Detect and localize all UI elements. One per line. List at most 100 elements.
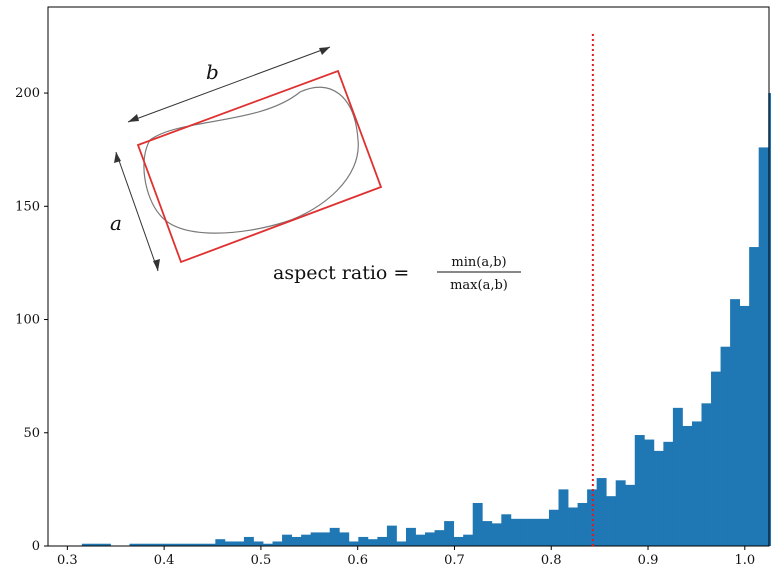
axes xyxy=(47,6,770,547)
plot-frame xyxy=(47,6,770,547)
histogram-bar xyxy=(91,543,102,546)
y-tick-label: 50 xyxy=(23,426,40,441)
formula-left: aspect ratio = xyxy=(273,262,409,284)
histogram-bar xyxy=(577,502,588,546)
histogram-bar xyxy=(463,534,474,546)
aspect-ratio-formula: aspect ratio = min(a,b) max(a,b) xyxy=(273,255,521,293)
histogram-bar xyxy=(196,543,207,546)
histogram-bar xyxy=(367,539,378,546)
y-tick-label: 200 xyxy=(15,86,40,101)
histogram-bar xyxy=(139,543,150,546)
y-tick-label: 100 xyxy=(15,313,40,328)
arrow-b-head-right xyxy=(319,47,330,55)
blob-shape xyxy=(143,86,359,234)
arrow-a-head-top xyxy=(114,152,121,163)
histogram-bar xyxy=(472,502,483,546)
histogram-bar xyxy=(768,93,771,546)
histogram-bar xyxy=(329,527,340,546)
histogram-bar xyxy=(177,543,188,546)
histogram-bar xyxy=(596,478,607,546)
histogram-bar xyxy=(320,532,331,546)
histogram-bar xyxy=(539,518,550,546)
histogram-bar xyxy=(262,543,273,546)
histogram-bar xyxy=(434,530,445,546)
histogram-bar xyxy=(625,484,636,546)
x-tick-label: 0.4 xyxy=(154,553,175,568)
x-tick-label: 0.3 xyxy=(57,553,78,568)
x-tick-label: 0.6 xyxy=(347,553,368,568)
histogram-bar xyxy=(425,532,435,546)
histogram-bar xyxy=(482,521,493,546)
histogram-bar xyxy=(682,425,693,546)
histogram-bar xyxy=(758,147,769,547)
arrow-a xyxy=(115,151,159,272)
histogram-bar xyxy=(568,507,578,546)
x-tick-label: 0.5 xyxy=(251,553,272,568)
arrow-a-head-bottom xyxy=(153,259,160,271)
histogram-bar xyxy=(415,534,426,546)
histogram-bar xyxy=(405,527,416,546)
histogram-bar xyxy=(672,407,683,546)
formula-numerator: min(a,b) xyxy=(451,255,506,270)
histogram-bar xyxy=(81,543,92,546)
histogram-bar xyxy=(653,450,664,546)
histogram-bar xyxy=(100,543,111,546)
arrow-b-head-left xyxy=(128,114,139,122)
y-tick-label: 0 xyxy=(32,539,40,554)
histogram-bar xyxy=(205,543,216,546)
histogram-bar xyxy=(377,536,388,546)
histogram-bar xyxy=(730,299,741,546)
histogram-bar xyxy=(520,518,531,546)
histogram-bar xyxy=(606,496,617,546)
x-tick-label: 0.7 xyxy=(444,553,465,568)
histogram-bar xyxy=(282,534,292,546)
histogram-bar xyxy=(291,536,302,546)
histogram-bar xyxy=(243,536,254,546)
histogram-bar xyxy=(510,518,521,546)
y-tick-label: 150 xyxy=(15,199,40,214)
histogram-bar xyxy=(272,541,283,546)
histogram-bar xyxy=(348,541,359,546)
histogram-bar xyxy=(663,441,674,546)
arrow-b xyxy=(127,46,331,123)
histogram-bar xyxy=(491,523,502,546)
histogram-bar xyxy=(186,543,197,546)
histogram-bar xyxy=(167,543,178,546)
histogram-bar xyxy=(587,489,598,546)
histogram-bar xyxy=(253,541,264,546)
histogram-bar xyxy=(615,480,626,546)
x-tick-label: 0.8 xyxy=(541,553,562,568)
histogram-bar xyxy=(215,539,226,546)
histogram-bar xyxy=(548,509,559,546)
label-a: a xyxy=(110,211,122,235)
ticks: 0.3 0.4 0.5 0.6 0.7 0.8 0.9 1.0 0 50 100 150 200 xyxy=(15,86,755,568)
x-tick-label: 0.9 xyxy=(638,553,659,568)
histogram-bar xyxy=(301,534,312,546)
histogram-bar xyxy=(396,541,407,546)
histogram-bar xyxy=(701,403,712,546)
histogram-bar xyxy=(444,521,455,546)
histogram-bar xyxy=(234,541,245,546)
histogram-bar xyxy=(634,435,645,546)
histogram-bar xyxy=(644,439,655,546)
histogram-bar xyxy=(711,371,721,546)
bounding-rectangle xyxy=(136,69,383,264)
histogram-bar xyxy=(339,532,350,546)
histogram-bar xyxy=(358,536,369,546)
histogram-bar xyxy=(224,541,235,546)
histogram-bars xyxy=(81,93,771,547)
formula-denominator: max(a,b) xyxy=(450,278,508,293)
histogram-bar xyxy=(148,543,159,546)
label-b: b xyxy=(206,60,219,84)
bounding-box-illustration: b a xyxy=(110,46,383,272)
histogram-bar xyxy=(158,543,169,546)
histogram-bar xyxy=(720,346,731,546)
x-tick-label: 1.0 xyxy=(734,553,755,568)
histogram-bar xyxy=(749,247,760,546)
histogram-bar xyxy=(739,305,750,546)
histogram-bar xyxy=(453,536,464,546)
histogram-bar xyxy=(558,489,569,546)
histogram-bar xyxy=(691,421,702,546)
histogram-bar xyxy=(386,525,397,546)
